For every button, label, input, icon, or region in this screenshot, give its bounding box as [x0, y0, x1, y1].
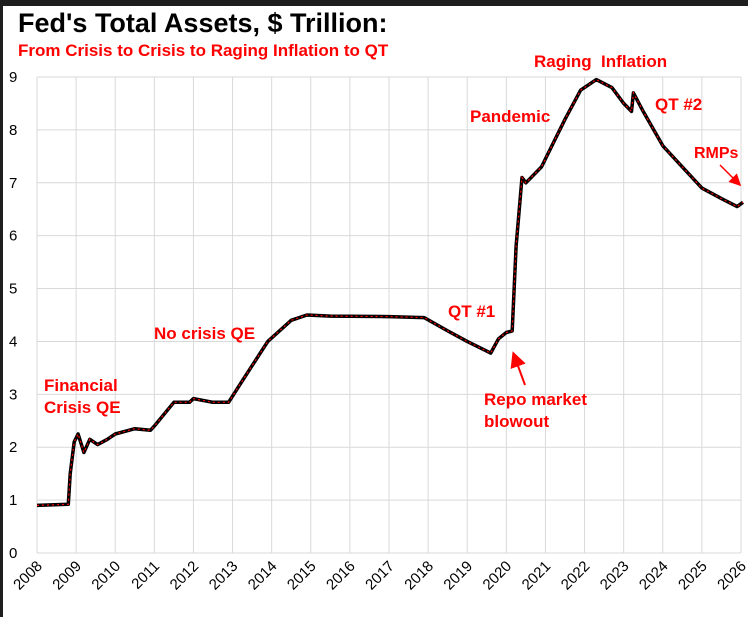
x-tick-label: 2026	[714, 558, 748, 594]
annotation-qt1: QT #1	[448, 302, 496, 321]
x-tick-label: 2019	[440, 558, 476, 594]
annotation-rmps: RMPs	[694, 145, 739, 162]
x-tick-label: 2016	[323, 558, 359, 594]
x-tick-label: 2024	[636, 558, 672, 594]
x-tick-label: 2008	[10, 558, 46, 594]
x-tick-label: 2018	[401, 558, 437, 594]
x-tick-label: 2010	[88, 558, 124, 594]
x-tick-label: 2012	[167, 558, 203, 594]
x-tick-label: 2020	[480, 558, 516, 594]
annotation-no-crisis-qe: No crisis QE	[154, 324, 256, 343]
annotation-financial-crisis: Financial Crisis QE	[44, 375, 121, 419]
window-top-border	[0, 0, 748, 6]
annotation-repo: Repo market blowout	[484, 389, 587, 433]
y-tick-label: 9	[9, 69, 17, 86]
x-tick-label: 2009	[49, 558, 85, 594]
x-tick-label: 2022	[558, 558, 594, 594]
annotation-line: Crisis QE	[44, 398, 121, 417]
annotation-line: blowout	[484, 412, 550, 431]
y-tick-label: 1	[9, 492, 17, 509]
x-tick-label: 2023	[597, 558, 633, 594]
chart-title: Fed's Total Assets, $ Trillion:	[18, 8, 388, 38]
annotation-raging-inflation: Raging Inflation	[534, 52, 668, 71]
chart-subtitle: From Crisis to Crisis to Raging Inflatio…	[18, 41, 389, 60]
x-tick-label: 2014	[245, 558, 281, 594]
x-tick-label: 2013	[206, 558, 242, 594]
x-tick-label: 2011	[128, 558, 163, 593]
x-tick-label: 2021	[519, 558, 555, 594]
window-left-border	[0, 0, 3, 617]
series-markers	[36, 78, 744, 506]
annotation-qt2: QT #2	[655, 95, 703, 114]
y-tick-label: 8	[9, 122, 17, 139]
y-tick-label: 6	[9, 228, 17, 245]
series-line	[36, 77, 745, 508]
annotation-line: Financial	[44, 376, 118, 395]
y-tick-label: 5	[9, 281, 17, 298]
x-tick-label: 2015	[284, 558, 320, 594]
annotation-pandemic: Pandemic	[470, 107, 551, 126]
y-tick-label: 0	[9, 545, 17, 562]
y-tick-label: 4	[9, 333, 17, 350]
repo-arrow	[510, 351, 526, 386]
x-tick-label: 2025	[675, 558, 711, 594]
rmps-arrow	[719, 164, 742, 187]
y-tick-label: 3	[9, 386, 17, 403]
annotation-line: Repo market	[484, 390, 587, 409]
y-tick-label: 2	[9, 439, 17, 456]
y-tick-label: 7	[9, 175, 17, 192]
x-tick-label: 2017	[362, 558, 398, 594]
